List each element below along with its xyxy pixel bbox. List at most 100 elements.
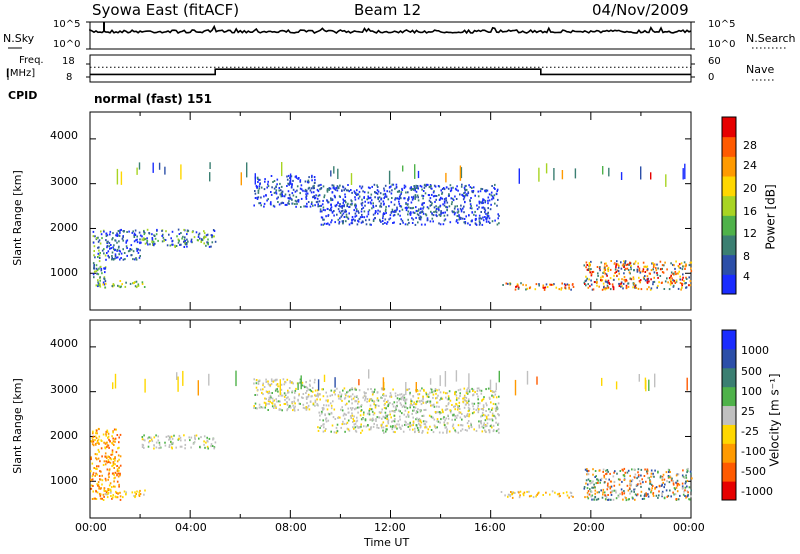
power-cbar-tick-8: 8 bbox=[743, 250, 750, 263]
velocity-cell bbox=[173, 434, 175, 437]
power-cell bbox=[679, 282, 682, 284]
velocity-cell bbox=[421, 387, 423, 390]
power-cell bbox=[412, 197, 414, 200]
velocity-cell bbox=[91, 475, 94, 478]
power-cell bbox=[630, 268, 632, 271]
velocity-cell bbox=[594, 476, 596, 478]
power-streak bbox=[684, 163, 686, 180]
power-cell bbox=[621, 285, 623, 288]
velocity-cell bbox=[407, 411, 410, 414]
power-cell bbox=[599, 269, 601, 272]
power-cell bbox=[393, 203, 396, 206]
power-cell bbox=[124, 285, 127, 288]
velocity-cell bbox=[586, 468, 588, 471]
velocity-cell bbox=[687, 494, 689, 496]
velocity-cell bbox=[537, 492, 539, 495]
cpid-value: normal (fast) 151 bbox=[94, 92, 212, 106]
velocity-cell bbox=[661, 494, 663, 497]
power-cell bbox=[175, 245, 178, 247]
power-cell bbox=[642, 270, 644, 273]
power-cell bbox=[370, 202, 372, 205]
velocity-cell bbox=[113, 428, 116, 431]
power-cell bbox=[118, 234, 120, 237]
power-cell bbox=[489, 222, 491, 224]
velocity-cell bbox=[447, 414, 449, 417]
power-cell bbox=[97, 283, 100, 285]
velocity-cell bbox=[665, 471, 668, 474]
power-cell bbox=[433, 190, 435, 193]
velocity-cell bbox=[305, 392, 307, 394]
power-cell bbox=[472, 186, 475, 189]
power-cell bbox=[311, 179, 313, 182]
power-cell bbox=[385, 208, 387, 211]
power-cell bbox=[362, 190, 364, 193]
velocity-cell bbox=[478, 424, 480, 427]
power-cell bbox=[92, 230, 95, 233]
power-cell bbox=[133, 234, 135, 237]
velocity-cell bbox=[373, 403, 375, 406]
power-cell bbox=[653, 280, 656, 283]
velocity-cell bbox=[370, 408, 373, 411]
power-cell bbox=[330, 197, 332, 200]
power-cell bbox=[161, 229, 163, 232]
velocity-cell bbox=[675, 474, 678, 477]
velocity-cell bbox=[114, 457, 116, 460]
power-cell bbox=[211, 241, 214, 244]
power-cell bbox=[371, 207, 373, 210]
velocity-cell bbox=[340, 395, 342, 398]
velocity-cell bbox=[368, 409, 371, 412]
velocity-cell bbox=[468, 407, 471, 410]
power-cell bbox=[627, 285, 630, 288]
power-cell bbox=[517, 287, 520, 290]
power-cell bbox=[645, 266, 648, 269]
power-cell bbox=[183, 246, 186, 248]
velocity-cell bbox=[99, 493, 102, 496]
power-cell bbox=[410, 201, 413, 204]
velocity-cell bbox=[347, 428, 350, 431]
power-cell bbox=[442, 211, 445, 214]
velocity-cell bbox=[464, 429, 467, 431]
power-cell bbox=[273, 205, 276, 208]
power-cell bbox=[174, 246, 176, 248]
velocity-cell bbox=[339, 398, 342, 401]
power-cell bbox=[355, 208, 358, 211]
velocity-cell bbox=[330, 411, 333, 414]
power-streak bbox=[337, 168, 339, 179]
power-cell bbox=[143, 233, 146, 236]
power-cell bbox=[260, 204, 262, 207]
velocity-streak bbox=[495, 382, 497, 390]
power-cell bbox=[135, 280, 138, 283]
power-cell bbox=[429, 197, 432, 200]
power-cell bbox=[114, 255, 117, 257]
velocity-cell bbox=[494, 393, 497, 396]
velocity-cell bbox=[685, 480, 687, 483]
power-cell bbox=[618, 272, 620, 275]
power-cell bbox=[351, 191, 353, 194]
power-cell bbox=[144, 238, 146, 241]
velocity-cell bbox=[116, 465, 118, 467]
power-cell bbox=[646, 288, 648, 291]
power-colorbar-seg-2 bbox=[722, 235, 736, 256]
velocity-cell bbox=[344, 393, 347, 396]
velocity-cell bbox=[587, 478, 590, 481]
velocity-cell bbox=[519, 494, 521, 497]
velocity-cell bbox=[344, 417, 346, 420]
velocity-cell bbox=[389, 425, 392, 428]
power-cell bbox=[101, 272, 103, 275]
velocity-cell bbox=[668, 476, 670, 478]
velocity-cell bbox=[351, 414, 354, 417]
velocity-cell bbox=[615, 491, 617, 494]
velocity-cell bbox=[267, 409, 269, 411]
velocity-cell bbox=[490, 401, 492, 404]
velocity-cell bbox=[417, 408, 419, 411]
velocity-cell bbox=[427, 396, 430, 398]
power-cell bbox=[408, 221, 410, 224]
power-cell bbox=[428, 194, 431, 197]
power-cell bbox=[459, 193, 461, 196]
power-cell bbox=[446, 206, 449, 209]
power-cell bbox=[136, 235, 138, 238]
power-cell bbox=[320, 204, 322, 207]
power-cell bbox=[260, 196, 262, 199]
power-cell bbox=[207, 243, 209, 246]
velocity-cell bbox=[358, 389, 361, 392]
